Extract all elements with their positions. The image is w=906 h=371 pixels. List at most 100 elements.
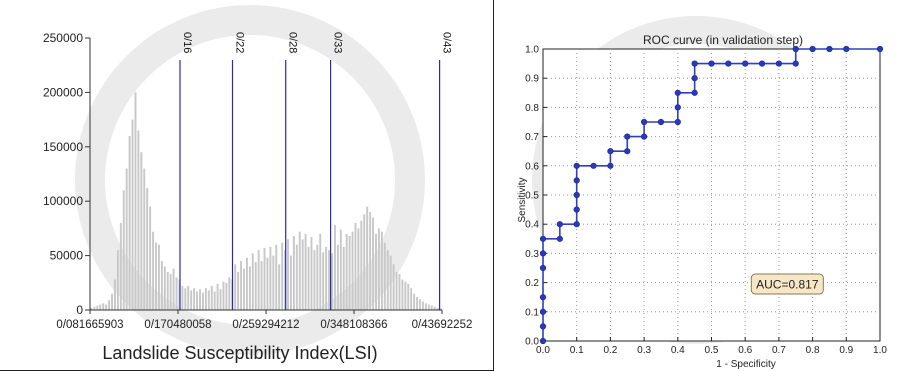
histogram-bar — [111, 293, 113, 310]
histogram-bar — [190, 290, 193, 310]
histogram-bar — [93, 306, 96, 310]
histogram-bar — [152, 231, 155, 310]
roc-point — [691, 75, 698, 82]
histogram-bar — [398, 274, 401, 310]
roc-point — [624, 148, 631, 155]
roc-point — [573, 206, 580, 213]
roc-point — [775, 60, 783, 67]
histogram-bar — [272, 255, 275, 310]
y-tick-label: 0.4 — [525, 220, 539, 231]
histogram-bar — [102, 303, 105, 310]
histogram-bar — [169, 274, 172, 310]
histogram-bar — [140, 152, 143, 310]
x-tick-label: 1.0 — [873, 345, 887, 356]
histogram-bar — [228, 277, 231, 310]
roc-point — [539, 250, 547, 257]
threshold-label: 0/33 — [332, 32, 344, 53]
histogram-bar — [333, 225, 336, 310]
x-tick-label: 0.1 — [570, 345, 584, 356]
histogram-bar — [131, 119, 134, 310]
histogram-bar — [134, 92, 137, 311]
histogram-bar — [413, 293, 416, 310]
roc-point — [539, 235, 547, 242]
roc-point — [691, 89, 698, 96]
histogram-bar — [243, 268, 245, 310]
histogram-bar — [372, 217, 375, 310]
histogram-bar — [369, 212, 372, 310]
y-tick-label: 0.3 — [525, 249, 539, 260]
histogram-bar — [254, 262, 257, 310]
threshold-label: 0/16 — [181, 32, 193, 53]
x-tick-label: 0.5 — [705, 345, 719, 356]
histogram-bar — [175, 277, 178, 310]
y-axis-label: Sensitivity — [517, 177, 528, 222]
y-tick-label: 0.1 — [525, 307, 539, 318]
x-tick-label: 0.0 — [536, 345, 550, 356]
roc-point — [607, 162, 614, 169]
y-tick-label: 0.6 — [525, 161, 539, 172]
roc-point — [556, 235, 563, 242]
histogram-bar — [163, 266, 166, 310]
histogram-bar — [328, 250, 331, 310]
threshold-label: 0/43 — [441, 32, 453, 53]
histogram-bar — [331, 253, 333, 310]
histogram-bar — [354, 222, 357, 310]
histogram-bar — [366, 206, 369, 310]
histogram-bar — [269, 246, 272, 310]
x-tick-label: 0/081665903 — [56, 319, 123, 331]
histogram-bar — [237, 271, 240, 310]
histogram-bar — [222, 281, 225, 310]
roc-point — [573, 177, 580, 184]
y-tick-label: 1.0 — [525, 45, 539, 56]
histogram-bar — [278, 264, 281, 310]
histogram-bar — [122, 190, 125, 310]
histogram-bar — [216, 283, 219, 310]
histogram-bar — [263, 247, 266, 310]
histogram-bar — [389, 255, 392, 310]
auc-annotation-box — [750, 273, 824, 295]
histogram-bar — [143, 168, 146, 310]
histogram-bar — [342, 246, 345, 310]
y-tick-label: 250000 — [43, 31, 83, 45]
histogram-bar — [108, 300, 111, 310]
roc-point — [826, 45, 833, 53]
y-tick-label: 50000 — [50, 249, 84, 263]
histogram-bar — [433, 306, 436, 310]
histogram-bar — [284, 250, 287, 310]
histogram-bar — [137, 130, 140, 310]
x-axis-label: 1 - Specificity — [716, 359, 775, 370]
histogram-bar — [245, 257, 248, 310]
histogram-bar — [146, 188, 149, 310]
histogram-bar — [207, 290, 210, 310]
lsi-histogram: 0/16 0/22 0/28 0/33 0/43 0 50000 100000 150000 2… — [43, 5, 472, 363]
roc-point — [674, 118, 681, 126]
x-tick-label: 0.4 — [671, 345, 685, 356]
histogram-bar — [157, 244, 160, 310]
roc-point — [573, 221, 580, 228]
histogram-bar — [251, 253, 254, 310]
x-tick-label: 0/348108366 — [320, 319, 387, 331]
histogram-bar — [172, 268, 175, 310]
histogram-bar — [304, 233, 307, 310]
roc-point — [641, 133, 648, 140]
roc-point — [556, 221, 563, 228]
x-tick-label: 0.6 — [738, 345, 752, 356]
histogram-bar — [380, 231, 383, 310]
histogram-bar — [196, 291, 199, 310]
histogram-bar — [307, 246, 310, 310]
y-tick-label: 0.7 — [525, 132, 539, 143]
x-tick-label: 0.3 — [637, 345, 651, 356]
histogram-bar — [128, 135, 131, 310]
x-tick-label: 0.2 — [603, 345, 617, 356]
histogram-bar — [187, 286, 190, 310]
y-tick-label: 0.0 — [525, 337, 539, 348]
roc-point — [876, 45, 884, 53]
histogram-bar — [105, 304, 108, 310]
histogram-bar — [116, 250, 119, 310]
histogram-bar — [149, 206, 152, 310]
histogram-bar — [348, 236, 351, 310]
histogram-bar — [181, 286, 184, 310]
roc-point — [674, 104, 681, 111]
roc-point — [657, 118, 665, 126]
y-tick-label: 0.8 — [525, 103, 539, 114]
